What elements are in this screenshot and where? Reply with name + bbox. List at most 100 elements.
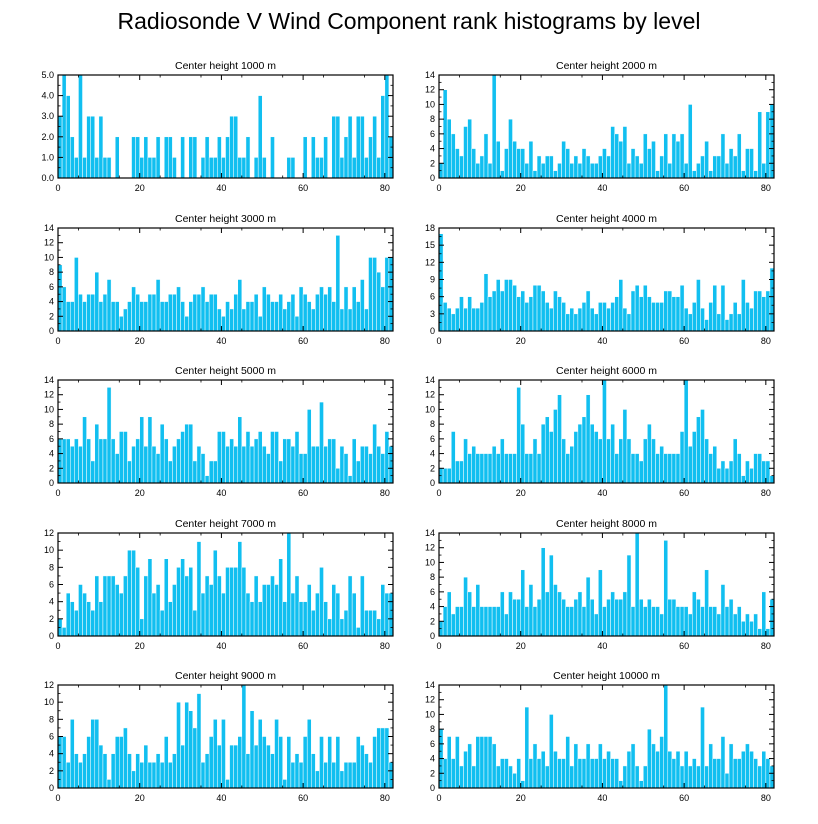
histogram-bar: [577, 163, 583, 179]
histogram-bar: [446, 591, 452, 637]
histogram-bar: [106, 157, 112, 179]
histogram-bar: [98, 115, 104, 179]
histogram-bar: [270, 575, 275, 637]
x-tick-label: 20: [516, 488, 526, 498]
histogram-bar: [451, 313, 456, 332]
y-tick-label: 12: [44, 680, 54, 690]
histogram-bar: [585, 290, 591, 332]
histogram-bar: [565, 453, 570, 484]
histogram-bar: [679, 765, 685, 789]
histogram-bar: [614, 296, 620, 332]
histogram-bar: [512, 598, 517, 637]
histogram-bar: [290, 762, 296, 789]
histogram-bar: [159, 301, 165, 332]
histogram-bar: [475, 453, 481, 484]
histogram-bar: [491, 74, 497, 179]
histogram-bar: [139, 301, 145, 332]
histogram-bar: [528, 584, 534, 637]
histogram-bar: [487, 453, 493, 484]
histogram-bar: [290, 293, 296, 332]
histogram-bar: [585, 394, 591, 484]
y-tick-label: 18: [425, 223, 435, 233]
histogram-bar: [147, 293, 153, 332]
histogram-bar: [712, 155, 718, 179]
y-tick-label: 8: [49, 419, 54, 429]
histogram-bar: [376, 445, 382, 484]
histogram-bar: [500, 290, 505, 332]
histogram-bar: [364, 308, 369, 332]
histogram-bar: [659, 155, 664, 179]
histogram-bar: [241, 308, 247, 332]
histogram-bar: [557, 296, 562, 332]
x-tick-label: 80: [761, 183, 771, 193]
histogram-bar: [683, 163, 689, 179]
histogram-bar: [86, 736, 91, 789]
histogram-bar: [233, 744, 239, 789]
histogram-bar: [442, 468, 448, 484]
histogram-bar: [249, 445, 255, 484]
y-tick-label: 14: [425, 375, 435, 385]
histogram-bar: [749, 750, 754, 789]
y-tick-label: 12: [425, 695, 435, 705]
histogram-bar: [479, 736, 485, 789]
histogram-bar: [732, 758, 738, 789]
y-tick-label: 12: [44, 390, 54, 400]
y-tick-label: 8: [49, 714, 54, 724]
y-tick-label: 14: [44, 223, 54, 233]
histogram-bar: [368, 136, 373, 179]
histogram-bar: [520, 780, 526, 789]
histogram-bar: [561, 140, 566, 179]
x-tick-label: 80: [380, 183, 390, 193]
histogram-bar: [544, 591, 550, 637]
histogram-bar: [372, 257, 377, 332]
histogram-bar: [180, 301, 185, 332]
histogram-bar: [131, 136, 136, 179]
histogram-bar: [343, 610, 349, 637]
histogram-bar: [249, 301, 255, 332]
histogram-bar: [262, 157, 267, 179]
histogram-bar: [78, 584, 83, 637]
histogram-panel: Center height 9000 m 0 2 4 6 8 10 12 0 20 40 60 80: [44, 670, 394, 803]
histogram-bar: [655, 453, 660, 484]
histogram-bar: [233, 115, 239, 179]
histogram-bar: [491, 743, 497, 789]
histogram-bar: [188, 567, 194, 637]
histogram-bar: [151, 445, 157, 484]
histogram-bar: [306, 719, 312, 789]
histogram-bar: [286, 438, 292, 484]
histogram-bar: [360, 445, 365, 484]
y-tick-label: 0.0: [41, 173, 54, 183]
panel-title: Center height 10000 m: [553, 670, 660, 682]
x-tick-label: 40: [216, 793, 226, 803]
y-tick-label: 0: [430, 173, 435, 183]
histogram-bar: [479, 453, 485, 484]
histogram-bar: [278, 460, 283, 484]
x-tick-label: 80: [380, 488, 390, 498]
histogram-bar: [700, 606, 705, 637]
histogram-panel: Center height 10000 m 0 2 4 6 8 10 12 14 0 20 40 60 8…: [425, 670, 775, 803]
histogram-bar: [196, 293, 202, 332]
histogram-bar: [94, 719, 100, 789]
histogram-bar: [315, 770, 320, 789]
histogram-bar: [135, 136, 140, 179]
x-tick-label: 60: [298, 793, 308, 803]
x-tick-label: 20: [516, 336, 526, 346]
histogram-panel: Center height 2000 m 0 2 4 6 8 10 12 14 0 20 40 60 80: [425, 60, 775, 193]
histogram-bar: [500, 758, 505, 789]
histogram-bar: [692, 170, 697, 179]
histogram-bar: [355, 460, 361, 484]
histogram-bar: [679, 606, 685, 637]
histogram-bar: [221, 592, 226, 637]
histogram-bar: [355, 301, 361, 332]
histogram-bar: [245, 136, 251, 179]
histogram-bar: [524, 163, 530, 179]
y-tick-label: 0: [49, 783, 54, 793]
x-tick-label: 20: [135, 488, 145, 498]
histogram-bar: [257, 95, 263, 179]
histogram-bar: [78, 762, 83, 789]
histogram-bar: [319, 401, 324, 484]
histogram-bar: [598, 569, 603, 637]
histogram-bar: [208, 293, 214, 332]
x-tick-label: 0: [55, 183, 60, 193]
histogram-bar: [557, 591, 562, 637]
